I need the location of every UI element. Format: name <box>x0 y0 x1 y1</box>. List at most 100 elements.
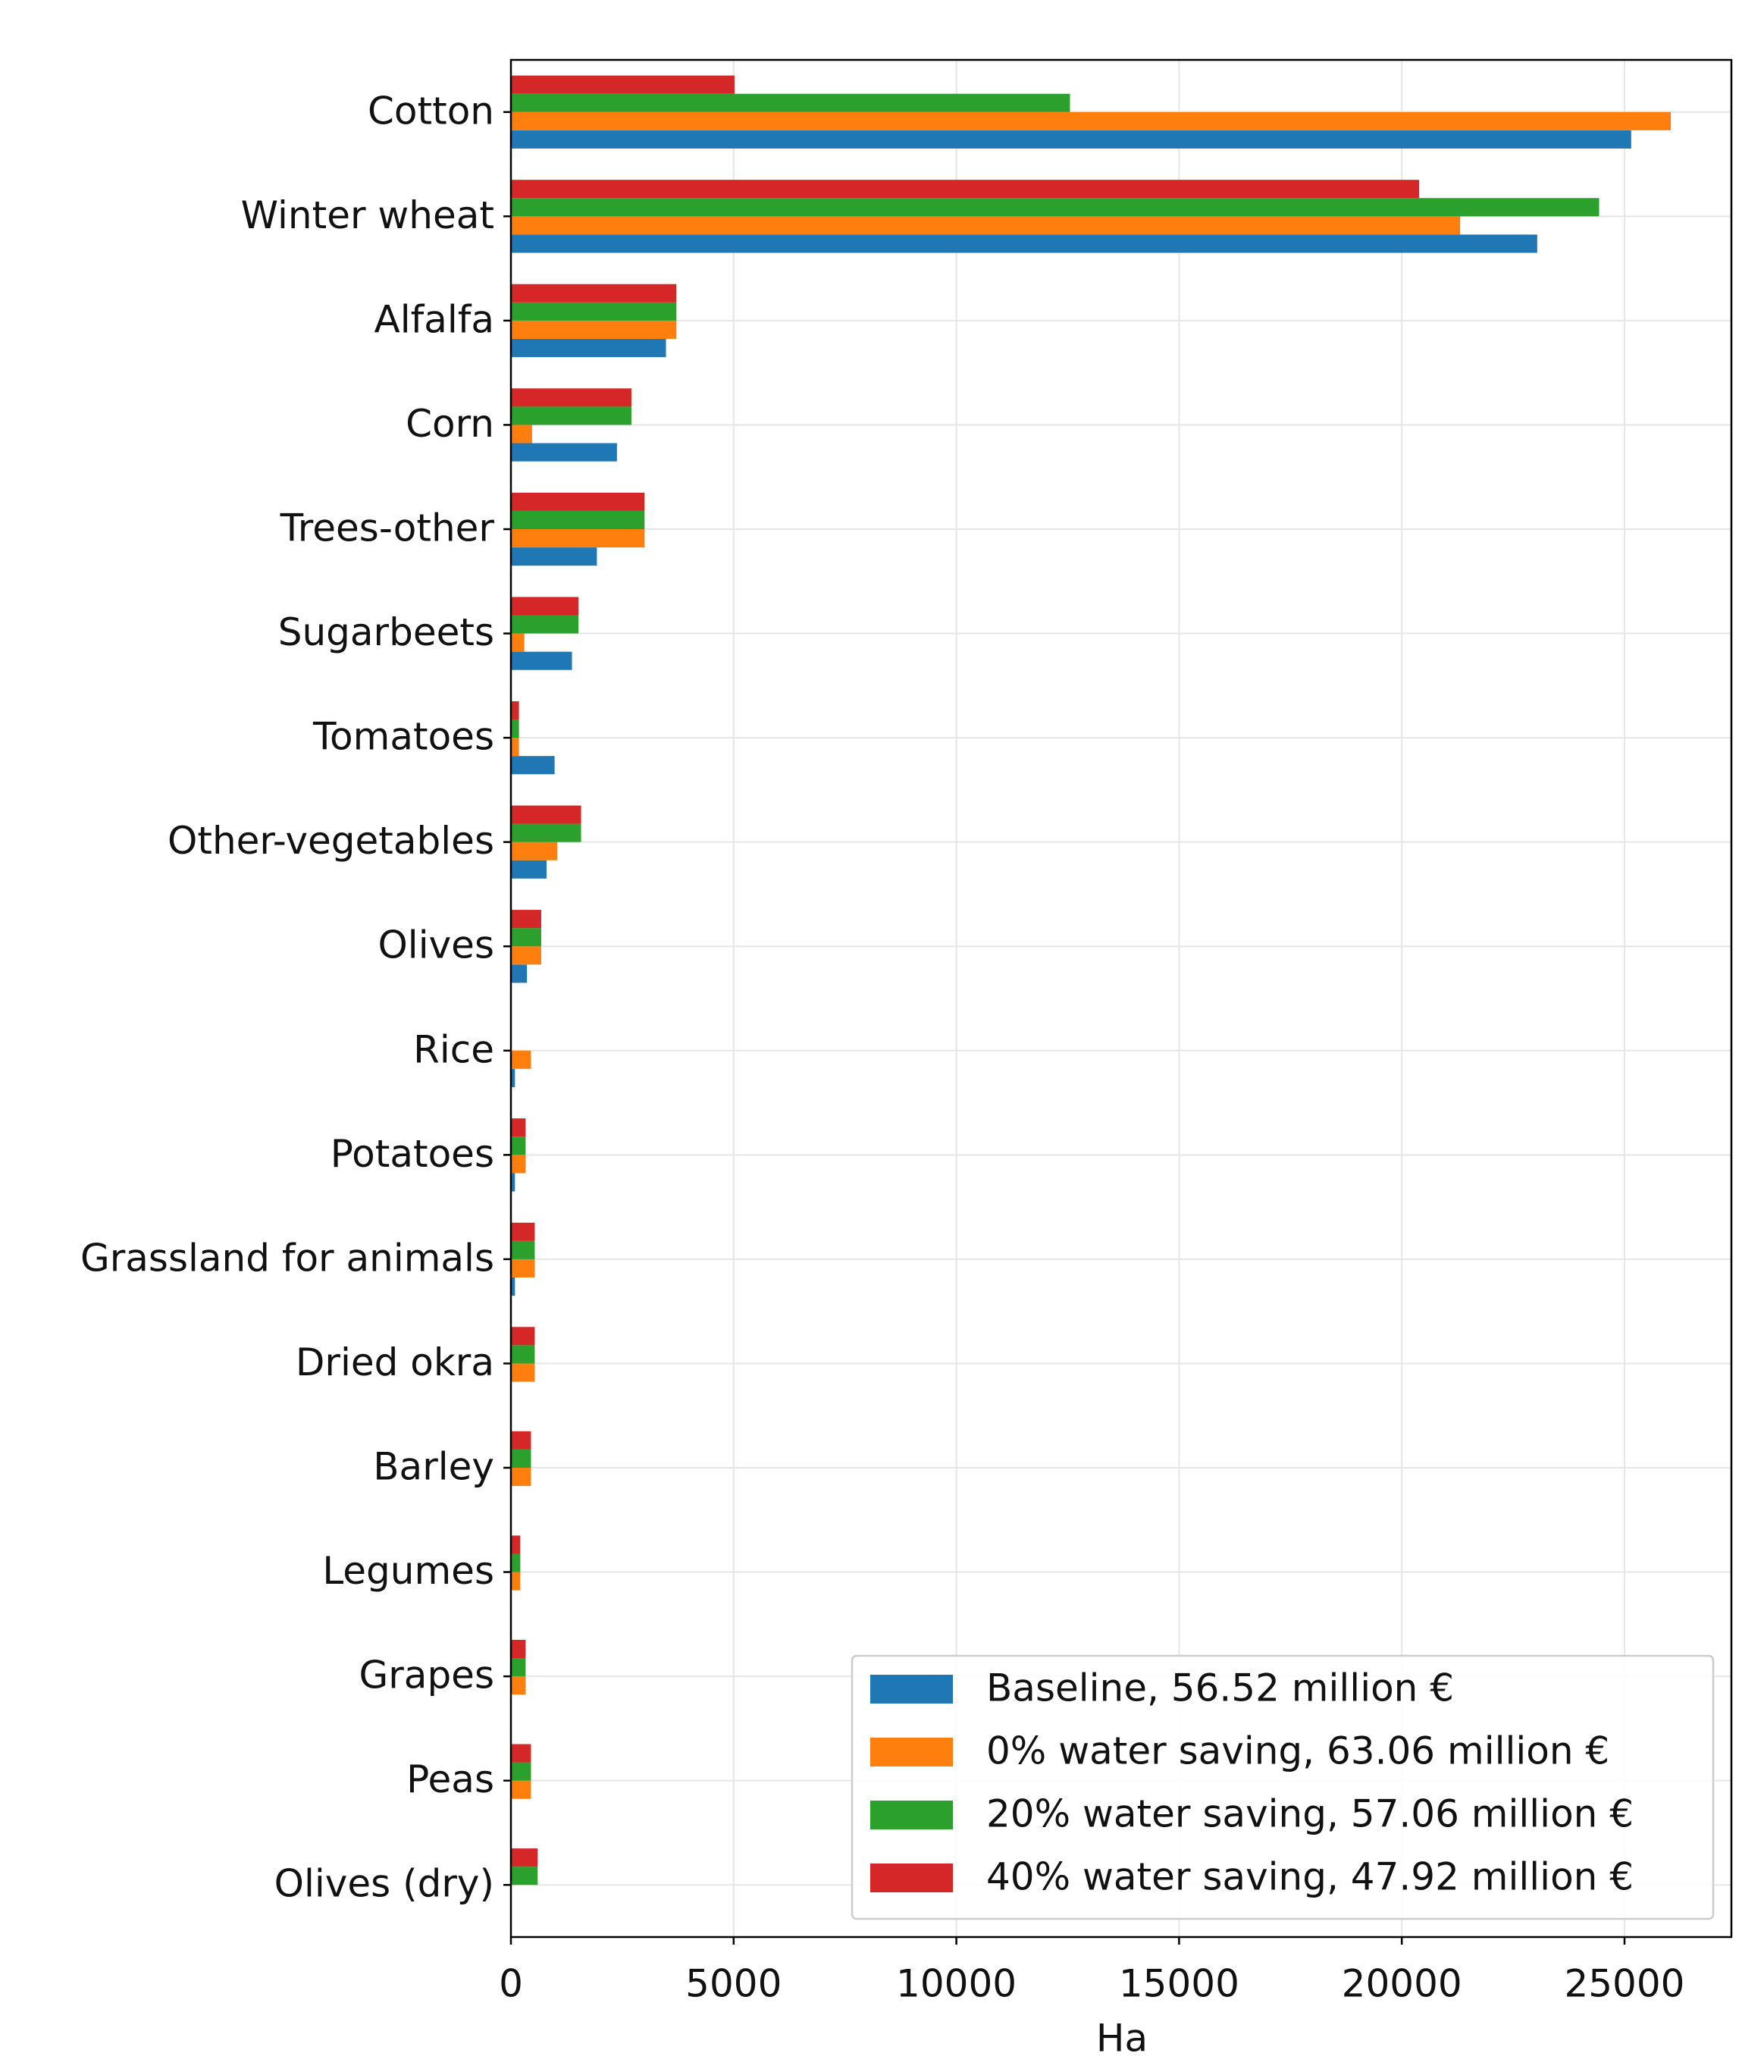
x-tick-label: 25000 <box>1564 1962 1684 2006</box>
bar <box>511 928 541 947</box>
y-tick-label: Grassland for animals <box>80 1236 494 1280</box>
bar <box>511 1572 521 1591</box>
legend-box <box>851 1654 1715 1920</box>
bar <box>511 1676 526 1695</box>
y-tick-label: Peas <box>406 1757 494 1801</box>
y-tick-label: Trees-other <box>280 506 495 550</box>
legend-label: 0% water saving, 63.06 million € <box>986 1729 1609 1773</box>
y-tick-label: Barley <box>373 1445 494 1489</box>
bar <box>511 633 525 652</box>
y-tick-label: Corn <box>406 402 494 446</box>
x-tick-label: 5000 <box>685 1962 782 2006</box>
bar <box>511 1553 521 1572</box>
bar <box>511 93 1070 112</box>
bar <box>511 1155 526 1174</box>
bar <box>511 1118 526 1137</box>
bar <box>511 1259 535 1277</box>
bar <box>511 1345 535 1364</box>
bar <box>511 597 579 616</box>
bar <box>511 130 1631 149</box>
bar <box>511 910 541 929</box>
y-tick-label: Rice <box>413 1027 494 1071</box>
bar <box>511 1363 535 1382</box>
bar <box>511 1136 526 1155</box>
bar <box>511 1867 538 1885</box>
legend-label: 20% water saving, 57.06 million € <box>986 1792 1634 1836</box>
x-tick-label: 0 <box>499 1962 523 2006</box>
bar <box>511 492 645 511</box>
bar <box>511 1222 535 1241</box>
y-tick-label: Olives (dry) <box>274 1862 494 1906</box>
bar <box>511 547 597 566</box>
x-tick-label: 20000 <box>1342 1962 1462 2006</box>
bar <box>511 406 631 425</box>
bar <box>511 443 617 462</box>
bar <box>511 180 1420 199</box>
legend-swatch <box>870 1675 953 1704</box>
legend-label: 40% water saving, 47.92 million € <box>986 1855 1634 1899</box>
y-tick-label: Cotton <box>368 89 494 133</box>
y-tick-label: Dried okra <box>296 1340 494 1384</box>
y-tick-label: Winter wheat <box>241 193 494 237</box>
bar <box>511 1762 531 1781</box>
bar <box>511 719 519 738</box>
x-tick-label: 10000 <box>896 1962 1017 2006</box>
bar <box>511 738 519 757</box>
bar <box>511 651 572 670</box>
bar <box>511 234 1537 253</box>
bar <box>511 284 677 302</box>
legend-swatch <box>870 1864 953 1892</box>
bar <box>511 198 1600 217</box>
bar <box>511 1327 535 1346</box>
legend-label: Baseline, 56.52 million € <box>986 1666 1454 1710</box>
bar <box>511 75 735 94</box>
bar <box>511 388 631 407</box>
bar <box>511 510 645 529</box>
bar <box>511 302 677 321</box>
bar <box>511 1744 531 1763</box>
legend: Baseline, 56.52 million € 0% water saving… <box>851 1654 1715 1920</box>
bar <box>511 860 547 879</box>
bar <box>511 1468 531 1487</box>
bar <box>511 529 645 548</box>
bar <box>511 320 677 339</box>
y-tick-label: Grapes <box>359 1654 495 1697</box>
bar <box>511 1068 515 1087</box>
plot-frame <box>509 58 1733 1939</box>
legend-swatch <box>870 1801 953 1829</box>
bar <box>511 1173 515 1192</box>
bar <box>511 964 528 983</box>
bar <box>511 1535 521 1554</box>
bar <box>511 842 558 860</box>
bar <box>511 1050 531 1069</box>
bar <box>511 1277 515 1296</box>
y-tick-label: Tomatoes <box>312 715 494 759</box>
bar <box>511 1449 531 1468</box>
y-tick-label: Olives <box>378 923 494 967</box>
bar <box>511 615 579 634</box>
legend-swatch <box>870 1738 953 1766</box>
bar <box>511 216 1461 235</box>
bar <box>511 756 555 775</box>
bar <box>511 701 519 720</box>
bar <box>511 1780 531 1799</box>
y-tick-label: Legumes <box>322 1549 494 1593</box>
bar <box>511 1639 526 1659</box>
bar <box>511 1848 538 1867</box>
bar <box>511 823 581 842</box>
y-tick-label: Alfalfa <box>374 297 494 341</box>
x-tick-label: 15000 <box>1119 1962 1239 2006</box>
x-axis-label: Ha <box>1096 2017 1148 2061</box>
y-tick-label: Sugarbeets <box>278 610 494 654</box>
bar <box>511 425 532 444</box>
bar <box>511 338 666 358</box>
y-tick-label: Other-vegetables <box>168 819 494 863</box>
bar <box>511 805 581 824</box>
bar <box>511 1240 535 1259</box>
bar <box>511 1431 531 1450</box>
bar <box>511 111 1672 130</box>
bar <box>511 946 541 965</box>
y-tick-label: Potatoes <box>331 1132 494 1176</box>
bar <box>511 1658 526 1677</box>
